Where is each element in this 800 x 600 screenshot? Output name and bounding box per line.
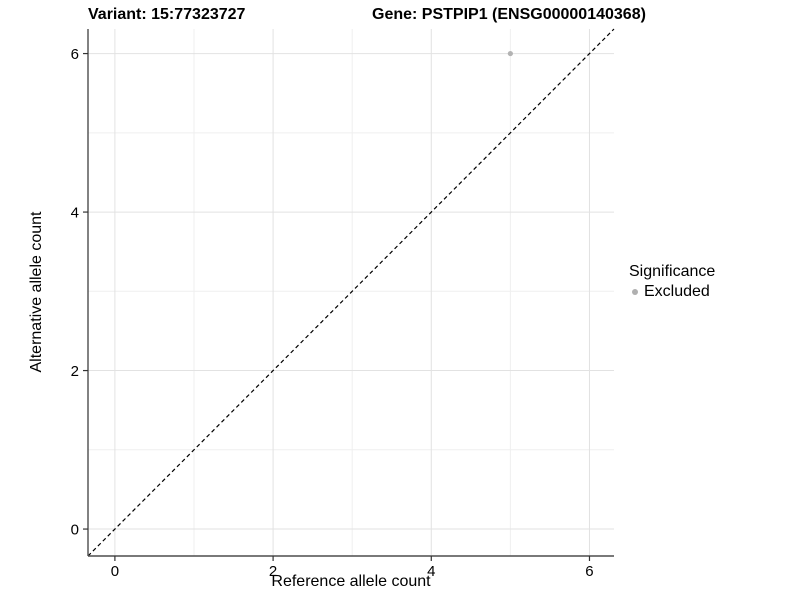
variant-title: Variant: 15:77323727 xyxy=(88,6,246,23)
x-tick-label: 4 xyxy=(427,563,435,580)
y-tick-label: 0 xyxy=(71,522,79,539)
y-axis-title: Alternative allele count xyxy=(28,211,45,373)
scatter-plot-canvas: 0 2 4 6 0 2 4 6 xyxy=(71,28,615,580)
gene-title: Gene: PSTPIP1 (ENSG00000140368) xyxy=(372,6,646,23)
x-tick-label: 2 xyxy=(269,563,277,580)
plot-panel: 0 2 4 6 0 2 4 6 xyxy=(50,25,630,585)
y-tick-label: 6 xyxy=(71,46,79,63)
excluded-point-swatch xyxy=(632,289,638,295)
y-tick-label: 4 xyxy=(71,205,79,222)
legend-item-label: Excluded xyxy=(644,283,710,300)
x-tick-label: 0 xyxy=(111,563,119,580)
legend: Significance Excluded xyxy=(629,263,715,301)
x-tick-label: 6 xyxy=(585,563,593,580)
legend-item-excluded: Excluded xyxy=(629,283,715,301)
identity-reference-line xyxy=(87,28,615,557)
data-point-excluded xyxy=(507,50,513,57)
x-axis-title: Reference allele count xyxy=(271,573,431,590)
y-tick-label: 2 xyxy=(71,363,79,380)
legend-title: Significance xyxy=(629,263,716,280)
